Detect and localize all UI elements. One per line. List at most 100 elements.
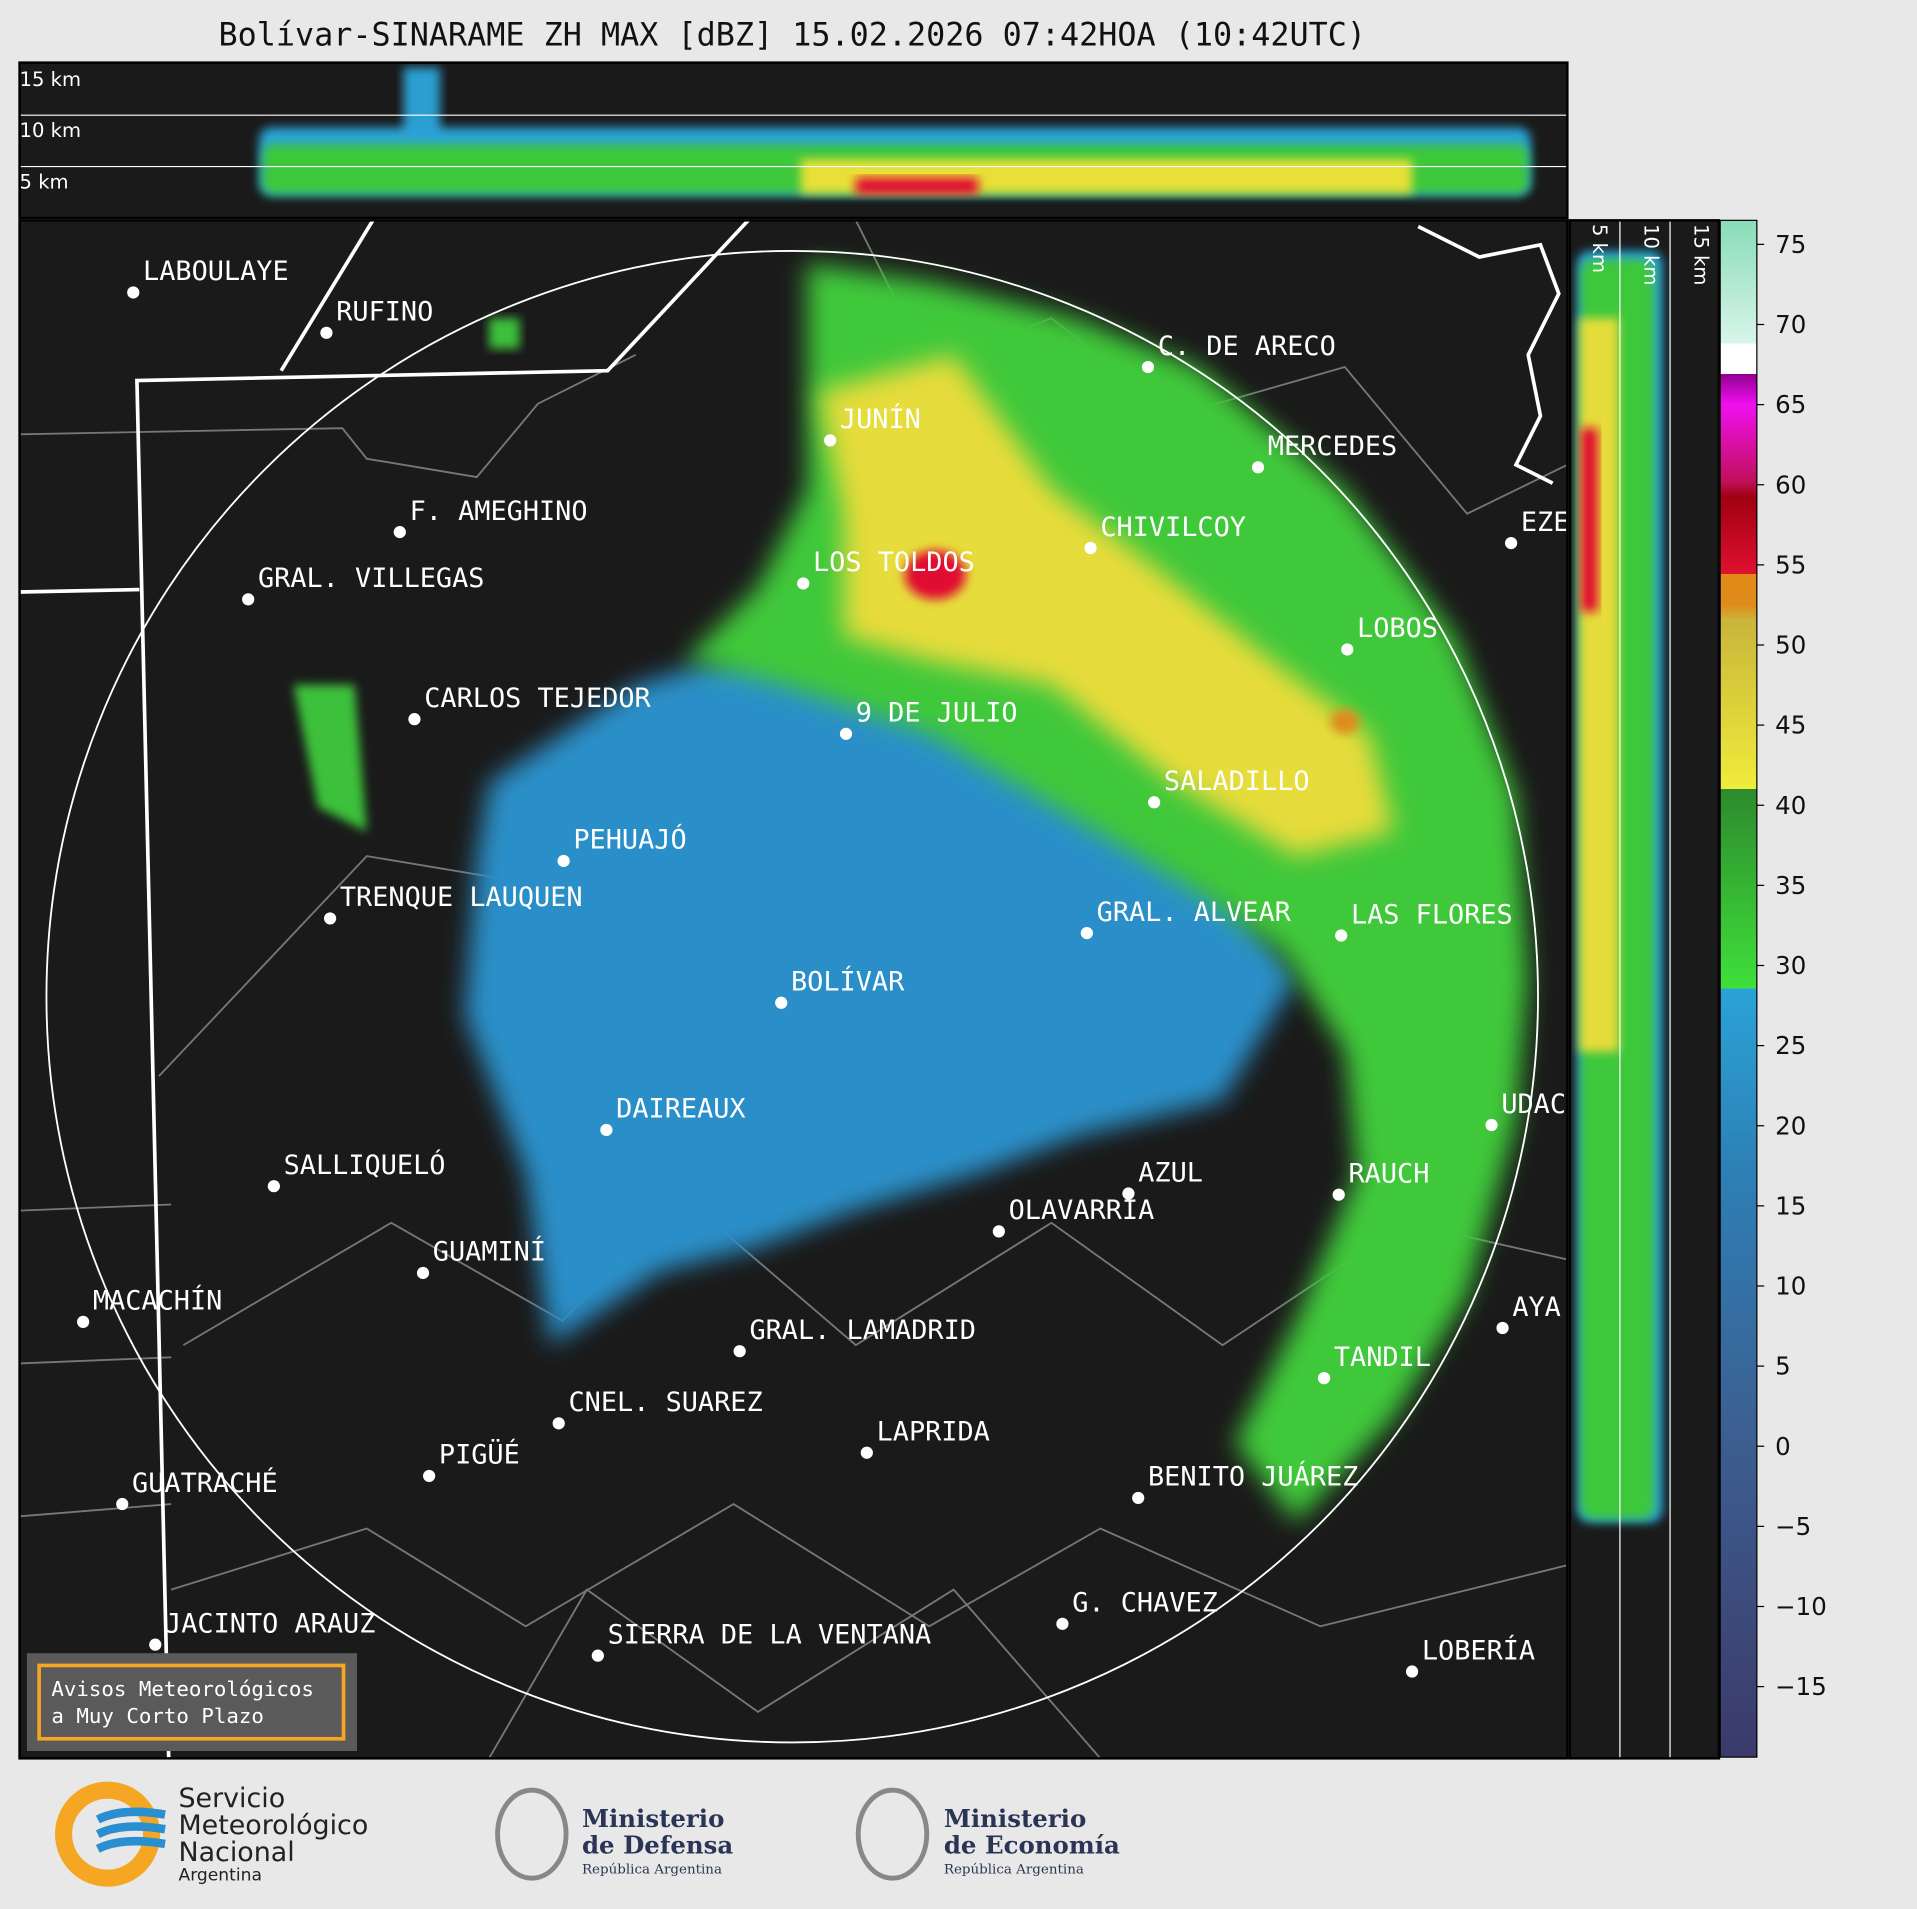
city-dot bbox=[242, 593, 255, 606]
city-label: CARLOS TEJEDOR bbox=[424, 683, 651, 714]
warning-text: Avisos Meteorológicos bbox=[51, 1677, 314, 1701]
city-label: 9 DE JULIO bbox=[856, 698, 1018, 729]
city-label: AZUL bbox=[1138, 1157, 1203, 1188]
height-label: 5 km bbox=[20, 171, 69, 194]
city-label: MACACHÍN bbox=[93, 1285, 222, 1317]
city-dot bbox=[408, 713, 421, 726]
city-label: DAIREAUX bbox=[616, 1094, 745, 1125]
radar-echo bbox=[293, 263, 1529, 1523]
city-dot bbox=[1317, 1372, 1331, 1385]
height-label: 10 km bbox=[20, 119, 81, 142]
city-dot bbox=[557, 854, 570, 868]
city-dot bbox=[1132, 1491, 1145, 1505]
city-dot bbox=[77, 1315, 90, 1328]
height-label: 5 km bbox=[1588, 224, 1611, 273]
colorbar-tick-label: 40 bbox=[1775, 791, 1806, 820]
city-dot bbox=[1141, 360, 1155, 374]
warning-box[interactable] bbox=[26, 1653, 357, 1752]
panel-frame bbox=[1568, 219, 1721, 1760]
city-label: OLAVARRÍA bbox=[1009, 1194, 1155, 1226]
colorbar-tick-label: 70 bbox=[1775, 310, 1806, 339]
colorbar-tick-label: 60 bbox=[1775, 470, 1806, 499]
city-label: GRAL. LAMADRID bbox=[749, 1315, 976, 1346]
city-label: CHIVILCOY bbox=[1100, 512, 1246, 543]
city-dot bbox=[733, 1345, 746, 1358]
colorbar-tick-label: 25 bbox=[1775, 1031, 1806, 1060]
logo-text: Nacional bbox=[178, 1837, 294, 1868]
colorbar-tick-label: 0 bbox=[1775, 1432, 1791, 1461]
city-dot bbox=[992, 1225, 1005, 1238]
seal bbox=[855, 1787, 930, 1881]
logo-text: Ministerio bbox=[944, 1804, 1086, 1833]
city-dot bbox=[1084, 541, 1097, 555]
height-label: 15 km bbox=[20, 68, 81, 91]
city-dot bbox=[149, 1638, 162, 1651]
city-dot bbox=[423, 1469, 436, 1483]
smn-waves bbox=[95, 1807, 166, 1853]
colorbar-tick-label: −5 bbox=[1775, 1512, 1811, 1541]
city-label: GRAL. VILLEGAS bbox=[258, 563, 485, 594]
city-dot bbox=[797, 577, 810, 590]
logo-text: Servicio bbox=[178, 1783, 285, 1814]
city-label: SALLIQUELÓ bbox=[284, 1149, 446, 1181]
seal bbox=[495, 1787, 569, 1881]
city-dot bbox=[1056, 1617, 1069, 1630]
warning-text: a Muy Corto Plazo bbox=[51, 1704, 264, 1728]
city-label: LAS FLORES bbox=[1351, 899, 1513, 930]
top-panel: 15 km 10 km 5 km bbox=[19, 62, 1568, 218]
height-label: 15 km bbox=[1689, 224, 1712, 285]
city-dot bbox=[1504, 536, 1518, 550]
city-label: PIGÜÉ bbox=[439, 1439, 520, 1471]
smn-logo bbox=[55, 1781, 161, 1887]
city-label: LABOULAYE bbox=[143, 256, 289, 287]
city-dot bbox=[1335, 929, 1348, 942]
city-label: BOLÍVAR bbox=[791, 966, 905, 998]
height-label: 10 km bbox=[1639, 224, 1662, 285]
city-dot bbox=[600, 1123, 613, 1137]
city-label: LOBOS bbox=[1357, 613, 1438, 644]
city-label: LOBERÍA bbox=[1422, 1634, 1535, 1666]
colorbar-tick-label: 45 bbox=[1775, 711, 1806, 740]
echo bbox=[855, 177, 979, 195]
city-label: CNEL. SUAREZ bbox=[568, 1387, 762, 1418]
logo-text: República Argentina bbox=[582, 1862, 722, 1877]
panel-frame bbox=[18, 61, 1569, 220]
city-dot bbox=[775, 996, 788, 1009]
city-label: TRENQUE LAUQUEN bbox=[340, 882, 583, 913]
city-dot bbox=[839, 727, 853, 740]
colorbar-tick-label: 10 bbox=[1775, 1272, 1806, 1301]
city-dot bbox=[393, 525, 406, 539]
city-dot bbox=[860, 1446, 873, 1459]
city-dot bbox=[323, 912, 337, 925]
colorbar bbox=[1719, 219, 1758, 1758]
colorbar-tick-label: −15 bbox=[1775, 1672, 1827, 1701]
city-label: GUAMINÍ bbox=[433, 1236, 546, 1268]
map: LABOULAYE RUFINO C. DE ARECO JUNÍN MERCEDES F… bbox=[19, 220, 1568, 1759]
logo-text: de Defensa bbox=[582, 1831, 733, 1860]
city-label: AYA bbox=[1512, 1292, 1561, 1323]
city-dot bbox=[1251, 461, 1265, 474]
logo-text: Meteorológico bbox=[178, 1810, 368, 1841]
city-dot bbox=[116, 1497, 129, 1511]
logo-text: República Argentina bbox=[944, 1862, 1084, 1877]
city-dot bbox=[416, 1266, 430, 1280]
city-dot bbox=[1405, 1665, 1419, 1678]
city-label: UDAC bbox=[1501, 1089, 1566, 1120]
title: Bolívar-SINARAME ZH MAX [dBZ] 15.02.2026… bbox=[218, 18, 1365, 54]
colorbar-tick-label: −10 bbox=[1775, 1592, 1827, 1621]
logo-text: de Economía bbox=[944, 1831, 1120, 1860]
city-dot bbox=[1080, 926, 1093, 940]
city-dot bbox=[1332, 1188, 1345, 1201]
city-label: MERCEDES bbox=[1268, 431, 1397, 462]
logo-text: Argentina bbox=[178, 1866, 261, 1886]
city-label: TANDIL bbox=[1334, 1342, 1431, 1373]
city-dot bbox=[267, 1180, 280, 1193]
city-dot bbox=[127, 286, 140, 299]
city-label: JACINTO ARAUZ bbox=[165, 1608, 375, 1639]
city-dot bbox=[824, 434, 837, 447]
city-label: G. CHAVEZ bbox=[1072, 1588, 1218, 1619]
city-dot bbox=[591, 1649, 604, 1662]
colorbar-tick-label: 5 bbox=[1775, 1352, 1791, 1381]
city-dot bbox=[320, 326, 333, 339]
